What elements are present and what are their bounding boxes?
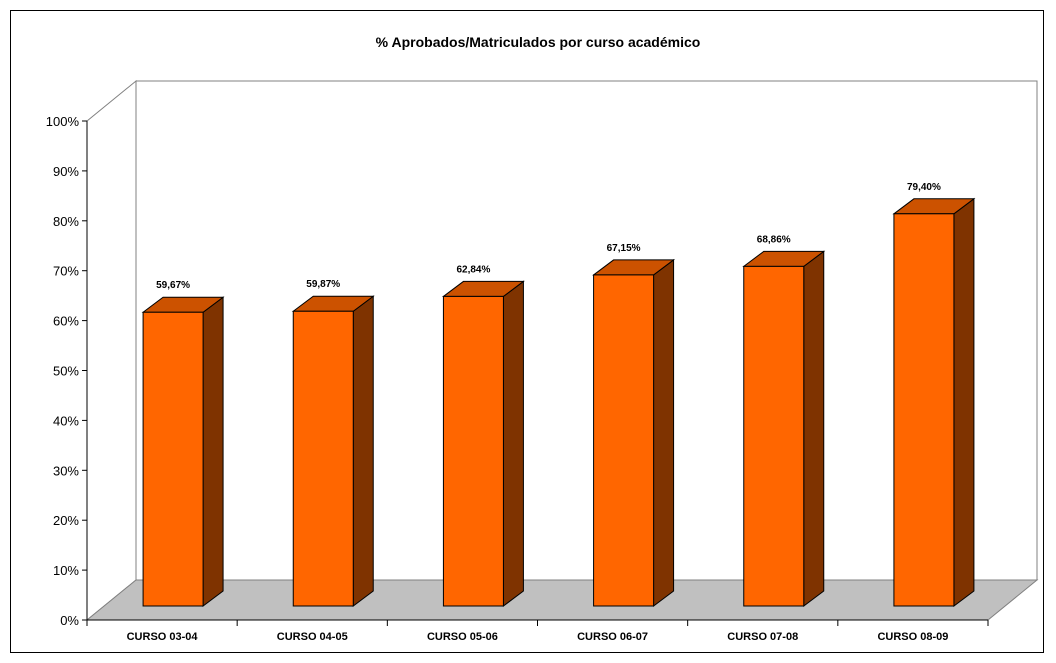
bar-side (352, 295, 374, 607)
y-tick-label: 100% (46, 114, 80, 129)
x-tick-label: CURSO 05-06 (427, 631, 498, 643)
bar (141, 296, 225, 607)
data-label: 68,86% (757, 234, 791, 245)
x-tick-label: CURSO 04-05 (277, 631, 348, 643)
bar-side (953, 197, 975, 607)
bar-side (653, 258, 675, 607)
x-tick-label: CURSO 07-08 (727, 631, 798, 643)
bar-side (202, 296, 224, 607)
y-tick-label: 0% (60, 613, 79, 628)
data-label: 67,15% (607, 243, 641, 254)
x-tick-label: CURSO 08-09 (877, 631, 948, 643)
y-tick-label: 30% (53, 463, 79, 478)
bar-side (502, 280, 524, 607)
data-labels: 59,67% 59,87% 62,84% 67,15% 68,86% 79,40% (156, 182, 941, 291)
x-axis: CURSO 03-04 CURSO 04-05 CURSO 05-06 CURSO 0… (86, 619, 989, 643)
y-tick-label: 90% (53, 164, 79, 179)
y-tick-label: 70% (53, 264, 79, 279)
bars (141, 197, 976, 607)
data-label: 79,40% (907, 182, 941, 193)
y-tick-label: 10% (53, 563, 79, 578)
y-tick-label: 50% (53, 364, 79, 379)
bar (291, 295, 375, 607)
bar (592, 258, 676, 607)
bar-front (292, 310, 354, 607)
bar-front (893, 213, 955, 607)
y-tick-label: 20% (53, 513, 79, 528)
bar-front (442, 295, 504, 607)
side-wall (86, 79, 137, 622)
x-tick-label: CURSO 03-04 (127, 631, 199, 643)
x-tick-label: CURSO 06-07 (577, 631, 648, 643)
bar-front (743, 265, 805, 607)
data-label: 59,67% (156, 280, 190, 291)
y-tick-label: 60% (53, 314, 79, 329)
bar (441, 280, 525, 607)
chart-title: % Aprobados/Matriculados por curso acadé… (376, 34, 701, 50)
data-label: 62,84% (456, 264, 490, 275)
bar (892, 197, 976, 607)
bar-front (593, 274, 655, 607)
y-tick-label: 40% (53, 413, 79, 428)
data-label: 59,87% (306, 279, 340, 290)
y-tick-label: 80% (53, 214, 79, 229)
bar (742, 250, 826, 607)
bar-front (142, 311, 204, 607)
bar-side (803, 250, 825, 607)
y-axis: 0% 10% 20% 30% 40% 50% 60% 70% 80% 90% 100% (46, 114, 88, 628)
